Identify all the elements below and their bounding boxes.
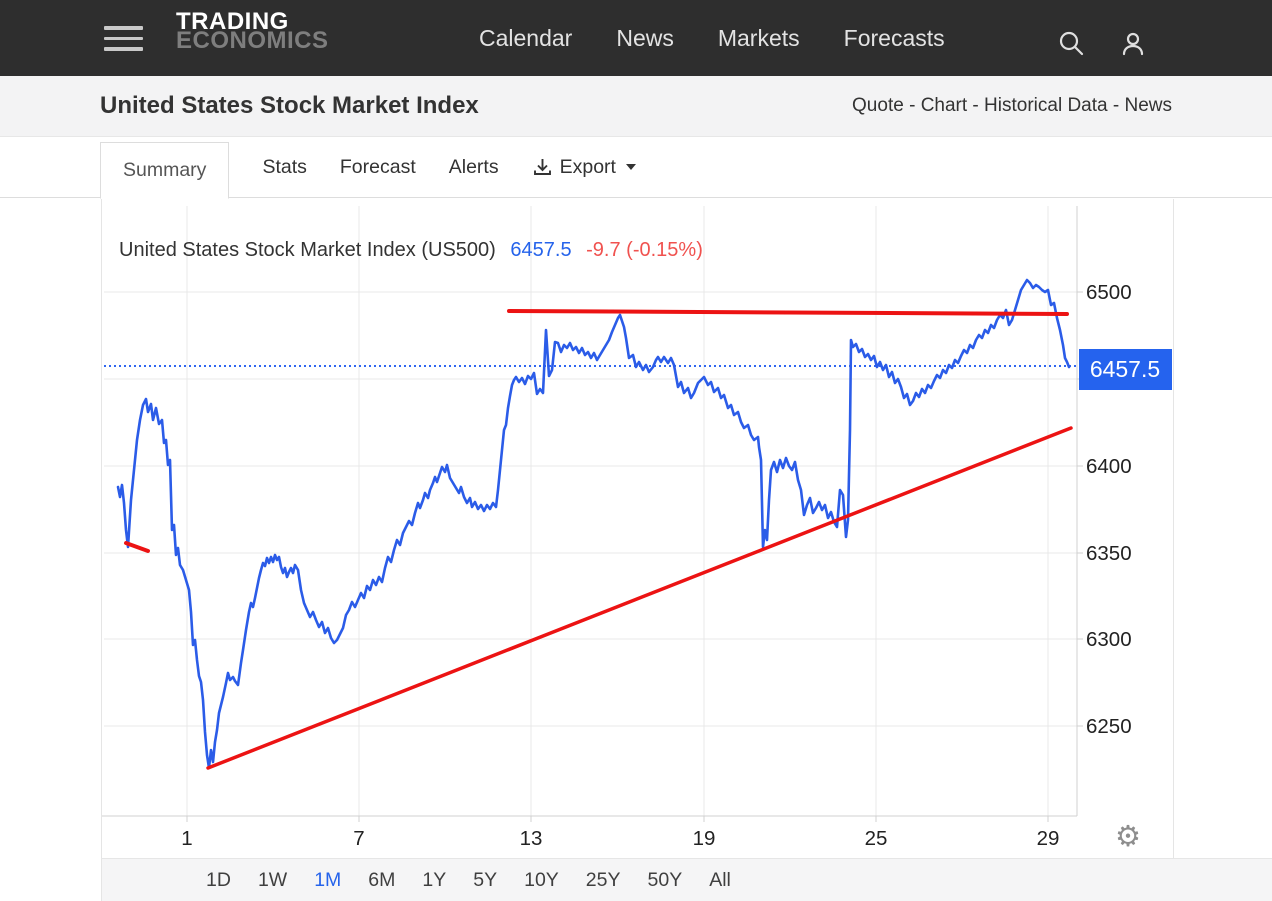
- x-axis-tick-label: 29: [1037, 827, 1060, 850]
- x-axis-tick-label: 1: [181, 827, 192, 850]
- x-axis-tick-label: 19: [693, 827, 716, 850]
- menu-bar: [104, 47, 143, 51]
- chart-price-change: -9.7 (-0.15%): [586, 239, 703, 261]
- page-title-bar: United States Stock Market Index Quote -…: [0, 76, 1272, 137]
- nav-item-forecasts[interactable]: Forecasts: [843, 24, 945, 51]
- main-nav: Calendar News Markets Forecasts: [479, 0, 945, 76]
- tab-stats-label: Stats: [262, 155, 307, 178]
- menu-bar: [104, 26, 143, 30]
- y-axis-tick-label: 6300: [1086, 628, 1132, 651]
- export-label: Export: [559, 155, 616, 178]
- trendline-short-dash: [124, 541, 150, 553]
- user-account-icon[interactable]: [1119, 30, 1147, 58]
- tab-alerts[interactable]: Alerts: [449, 156, 499, 179]
- logo-line1: TRADING: [176, 8, 289, 35]
- trendline-support: [206, 426, 1073, 770]
- search-icon[interactable]: [1058, 30, 1084, 56]
- tab-forecast-label: Forecast: [339, 155, 416, 178]
- chart-last-price: 6457.5: [510, 239, 572, 261]
- link-chart[interactable]: Chart: [920, 95, 968, 116]
- link-separator: -: [903, 95, 921, 116]
- menu-icon[interactable]: [104, 26, 143, 52]
- range-button-50y[interactable]: 50Y: [647, 868, 683, 891]
- menu-bar: [104, 36, 143, 40]
- tab-forecast[interactable]: Forecast: [340, 156, 416, 179]
- link-historical-data[interactable]: Historical Data: [984, 95, 1108, 116]
- nav-item-calendar[interactable]: Calendar: [479, 24, 573, 51]
- caret-down-icon: [625, 164, 636, 170]
- range-button-10y[interactable]: 10Y: [524, 868, 559, 891]
- link-separator: -: [1107, 95, 1125, 116]
- tab-summary[interactable]: Summary: [100, 142, 230, 199]
- range-button-6m[interactable]: 6M: [368, 868, 396, 891]
- link-separator: -: [967, 95, 985, 116]
- chart-instrument-name: United States Stock Market Index (US500): [119, 239, 496, 261]
- download-icon: [533, 158, 551, 175]
- logo-line2: ECONOMICS: [176, 27, 329, 55]
- range-button-1d[interactable]: 1D: [206, 868, 231, 891]
- top-navigation-bar: TRADING ECONOMICS Calendar News Markets …: [0, 0, 1272, 76]
- current-price-badge-label: 6457.5: [1090, 356, 1160, 382]
- range-button-1m[interactable]: 1M: [314, 868, 342, 891]
- x-axis-tick-label: 25: [865, 827, 888, 850]
- chart-panel: United States Stock Market Index (US500)…: [101, 199, 1174, 858]
- y-axis-tick-label: 6250: [1086, 715, 1132, 738]
- range-button-all[interactable]: All: [709, 868, 731, 891]
- nav-item-news[interactable]: News: [616, 24, 674, 51]
- tab-alerts-label: Alerts: [448, 155, 499, 178]
- tab-summary-label: Summary: [123, 159, 207, 181]
- range-button-1y[interactable]: 1Y: [422, 868, 447, 891]
- y-axis-tick-label: 6400: [1086, 455, 1132, 478]
- current-price-badge: [1079, 349, 1172, 390]
- range-button-5y[interactable]: 5Y: [473, 868, 498, 891]
- chart-heading: United States Stock Market Index (US500)…: [119, 239, 703, 262]
- tab-bar: Summary Stats Forecast Alerts Export: [0, 137, 1272, 199]
- x-axis-tick-label: 7: [353, 827, 364, 850]
- logo[interactable]: TRADING ECONOMICS: [176, 8, 329, 55]
- chart-settings-gear-icon[interactable]: ⚙: [1115, 821, 1141, 853]
- range-button-1w[interactable]: 1W: [257, 868, 288, 891]
- tab-stats[interactable]: Stats: [262, 156, 306, 179]
- time-range-bar: 1D 1W 1M 6M 1Y 5Y 10Y 25Y 50Y All: [101, 858, 1272, 901]
- nav-item-markets[interactable]: Markets: [717, 24, 800, 51]
- page-title: United States Stock Market Index: [100, 92, 479, 119]
- y-axis-tick-label: 6350: [1086, 542, 1132, 565]
- link-news[interactable]: News: [1124, 95, 1172, 116]
- price-series-line: [116, 278, 1071, 770]
- trendline-resistance: [507, 309, 1069, 316]
- y-axis-tick-label: 6500: [1086, 281, 1132, 304]
- export-menu-button[interactable]: Export: [532, 156, 636, 179]
- x-axis-tick-label: 13: [520, 827, 543, 850]
- quick-links: Quote - Chart - Historical Data - News: [852, 76, 1172, 136]
- link-quote[interactable]: Quote: [852, 95, 904, 116]
- price-chart[interactable]: 6457.5 6500 6400 6350 6300 6250 1 7 13 19 25 29: [102, 199, 1173, 858]
- range-button-25y[interactable]: 25Y: [585, 868, 621, 891]
